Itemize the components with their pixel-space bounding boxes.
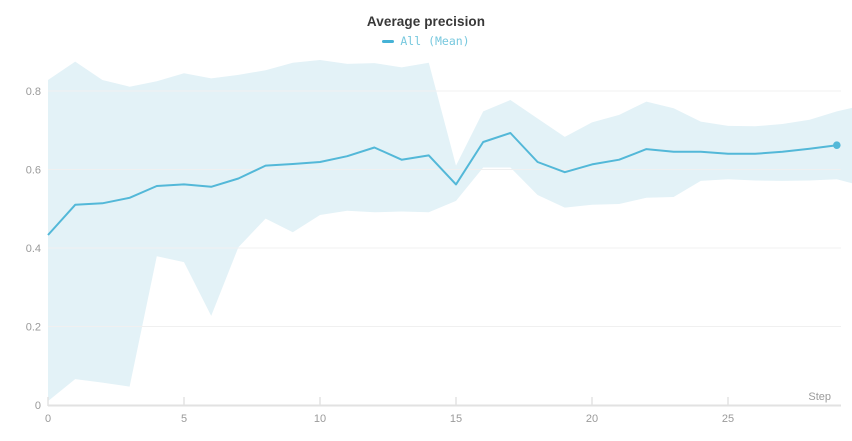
y-tick-label-0.8: 0.8 [26, 86, 41, 98]
legend-item-all-mean[interactable]: All (Mean) [382, 34, 470, 48]
y-tick-label-0.4: 0.4 [26, 243, 41, 255]
x-tick-label-20: 20 [586, 413, 598, 425]
y-tick-label-0.6: 0.6 [26, 165, 41, 177]
legend-swatch-icon [382, 39, 395, 43]
legend-label: All (Mean) [400, 34, 470, 48]
y-tick-label-0.2: 0.2 [26, 322, 41, 334]
x-tick-label-25: 25 [722, 413, 734, 425]
chart-title: Average precision [366, 14, 486, 29]
y-tick-label-0: 0 [35, 400, 41, 412]
confidence-band [48, 60, 852, 402]
x-tick-label-5: 5 [181, 413, 187, 425]
x-tick-label-15: 15 [450, 413, 462, 425]
x-tick-label-10: 10 [314, 413, 326, 425]
mean-line [47, 132, 837, 236]
last-point-marker [833, 141, 841, 149]
x-tick-label-0: 0 [45, 413, 51, 425]
x-axis-label: Step [808, 391, 831, 403]
chart-legend: All (Mean) [0, 34, 852, 48]
